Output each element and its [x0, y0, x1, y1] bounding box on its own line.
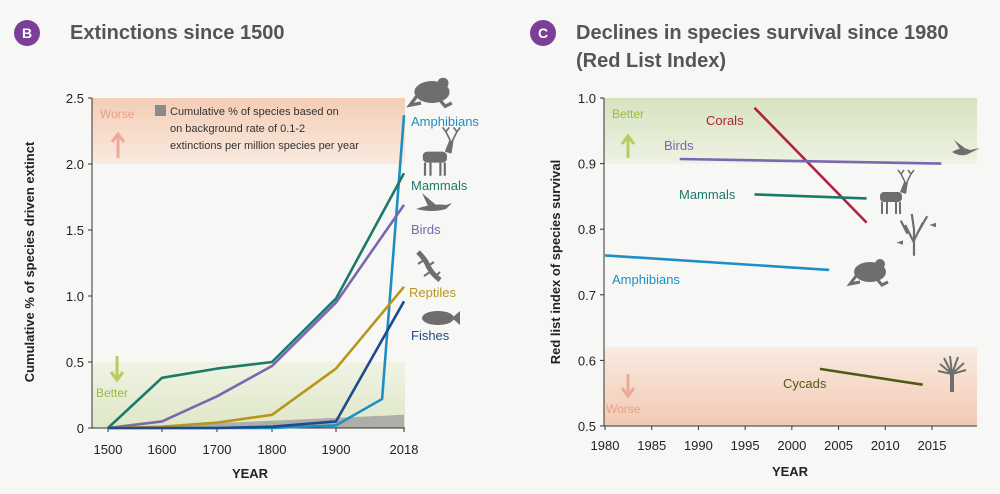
y-tick-label: 1.5: [66, 223, 84, 238]
series-label-cycads: Cycads: [783, 376, 827, 391]
series-label-mammals: Mammals: [411, 178, 468, 193]
red-list-chart: Better Worse 0.5 0.6 0.7 0.8 0.9 1.0 1980 1985 199…: [548, 91, 980, 479]
x-tick-label: 2005: [824, 438, 853, 453]
panel-badge-b: B: [14, 20, 40, 46]
better-label: Better: [612, 107, 644, 121]
x-tick-label: 1900: [322, 442, 351, 457]
better-zone: [604, 98, 977, 164]
frog-icon: [406, 77, 453, 109]
panel-badge-c: C: [530, 20, 556, 46]
series-label-birds: Birds: [664, 138, 694, 153]
frog-icon: [846, 259, 889, 287]
y-tick-label: 0.9: [578, 157, 596, 172]
background-rate-note-line: extinctions per million species per year: [170, 140, 359, 152]
x-tick-label: 1700: [203, 442, 232, 457]
y-tick-label: 0: [77, 421, 84, 436]
bird-icon: [416, 193, 452, 211]
hummingbird-icon: [952, 140, 980, 156]
coral-icon: [896, 213, 936, 256]
x-tick-label: 1800: [258, 442, 287, 457]
background-rate-note-line: Cumulative % of species based on: [170, 106, 339, 118]
lizard-icon: [416, 250, 442, 282]
better-arrow: [109, 356, 125, 383]
worse-label: Worse: [100, 107, 135, 121]
series-line-corals: [753, 106, 868, 224]
y-tick-label: 2.5: [66, 91, 84, 106]
x-tick-label: 2015: [918, 438, 947, 453]
deer-icon: [880, 169, 915, 214]
y-axis-title: Red list index of species survival: [548, 160, 563, 364]
series-label-amphibians: Amphibians: [612, 272, 680, 287]
x-tick-label: 2010: [871, 438, 900, 453]
x-tick-label: 1985: [637, 438, 666, 453]
x-tick-label: 1600: [148, 442, 177, 457]
x-tick-label: 1980: [591, 438, 620, 453]
x-tick-label: 1995: [731, 438, 760, 453]
x-axis-title: YEAR: [772, 464, 809, 479]
panel-extinctions: B Extinctions since 1500 Worse Better Cumu…: [14, 20, 479, 481]
y-tick-label: 0.7: [578, 288, 596, 303]
x-tick-label: 1500: [94, 442, 123, 457]
better-label: Better: [96, 386, 128, 400]
series-line-mammals: [754, 193, 867, 200]
series-label-corals: Corals: [706, 113, 744, 128]
series-label-mammals: Mammals: [679, 187, 736, 202]
series-label-amphibians: Amphibians: [411, 114, 479, 129]
y-tick-label: 1.0: [66, 289, 84, 304]
chart-title-extinctions: Extinctions since 1500: [70, 22, 285, 44]
series-line-birds: [679, 157, 942, 165]
x-tick-label: 1990: [684, 438, 713, 453]
background-rate-note-line: on background rate of 0.1-2: [170, 123, 305, 135]
worse-arrow: [110, 131, 126, 158]
worse-zone: [92, 98, 405, 164]
worse-zone: [604, 347, 977, 426]
series-label-fishes: Fishes: [411, 328, 450, 343]
y-tick-label: 0.5: [66, 355, 84, 370]
worse-arrow: [620, 374, 636, 399]
series-line-cycads: [819, 367, 923, 386]
background-rate-swatch: [155, 105, 166, 116]
series-line-amphibians: [604, 254, 830, 272]
y-tick-label: 0.5: [578, 419, 596, 434]
y-tick-label: 1.0: [578, 91, 596, 106]
chart-title-red-list-line1: Declines in species survival since 1980: [576, 22, 949, 44]
y-axis-title: Cumulative % of species driven extinct: [22, 141, 37, 382]
y-tick-label: 2.0: [66, 157, 84, 172]
x-axis-title: YEAR: [232, 466, 269, 481]
series-label-reptiles: Reptiles: [409, 285, 456, 300]
fish-icon: [422, 311, 460, 325]
panel-red-list: C Declines in species survival since 198…: [500, 0, 1000, 494]
chart-title-red-list-line2: (Red List Index): [576, 50, 727, 72]
series-label-birds: Birds: [411, 222, 441, 237]
y-tick-label: 0.6: [578, 353, 596, 368]
cycad-icon: [937, 355, 967, 392]
x-tick-label: 2018: [390, 442, 419, 457]
series-line-fishes: [108, 300, 406, 430]
series-line-birds: [107, 204, 406, 430]
better-arrow: [620, 133, 636, 158]
deer-icon: [422, 126, 461, 176]
x-tick-label: 2000: [777, 438, 806, 453]
extinctions-chart: Worse Better Cumulative % of species based…: [22, 77, 479, 481]
y-tick-label: 0.8: [578, 222, 596, 237]
series-line-mammals: [107, 172, 406, 429]
worse-label: Worse: [606, 402, 641, 416]
